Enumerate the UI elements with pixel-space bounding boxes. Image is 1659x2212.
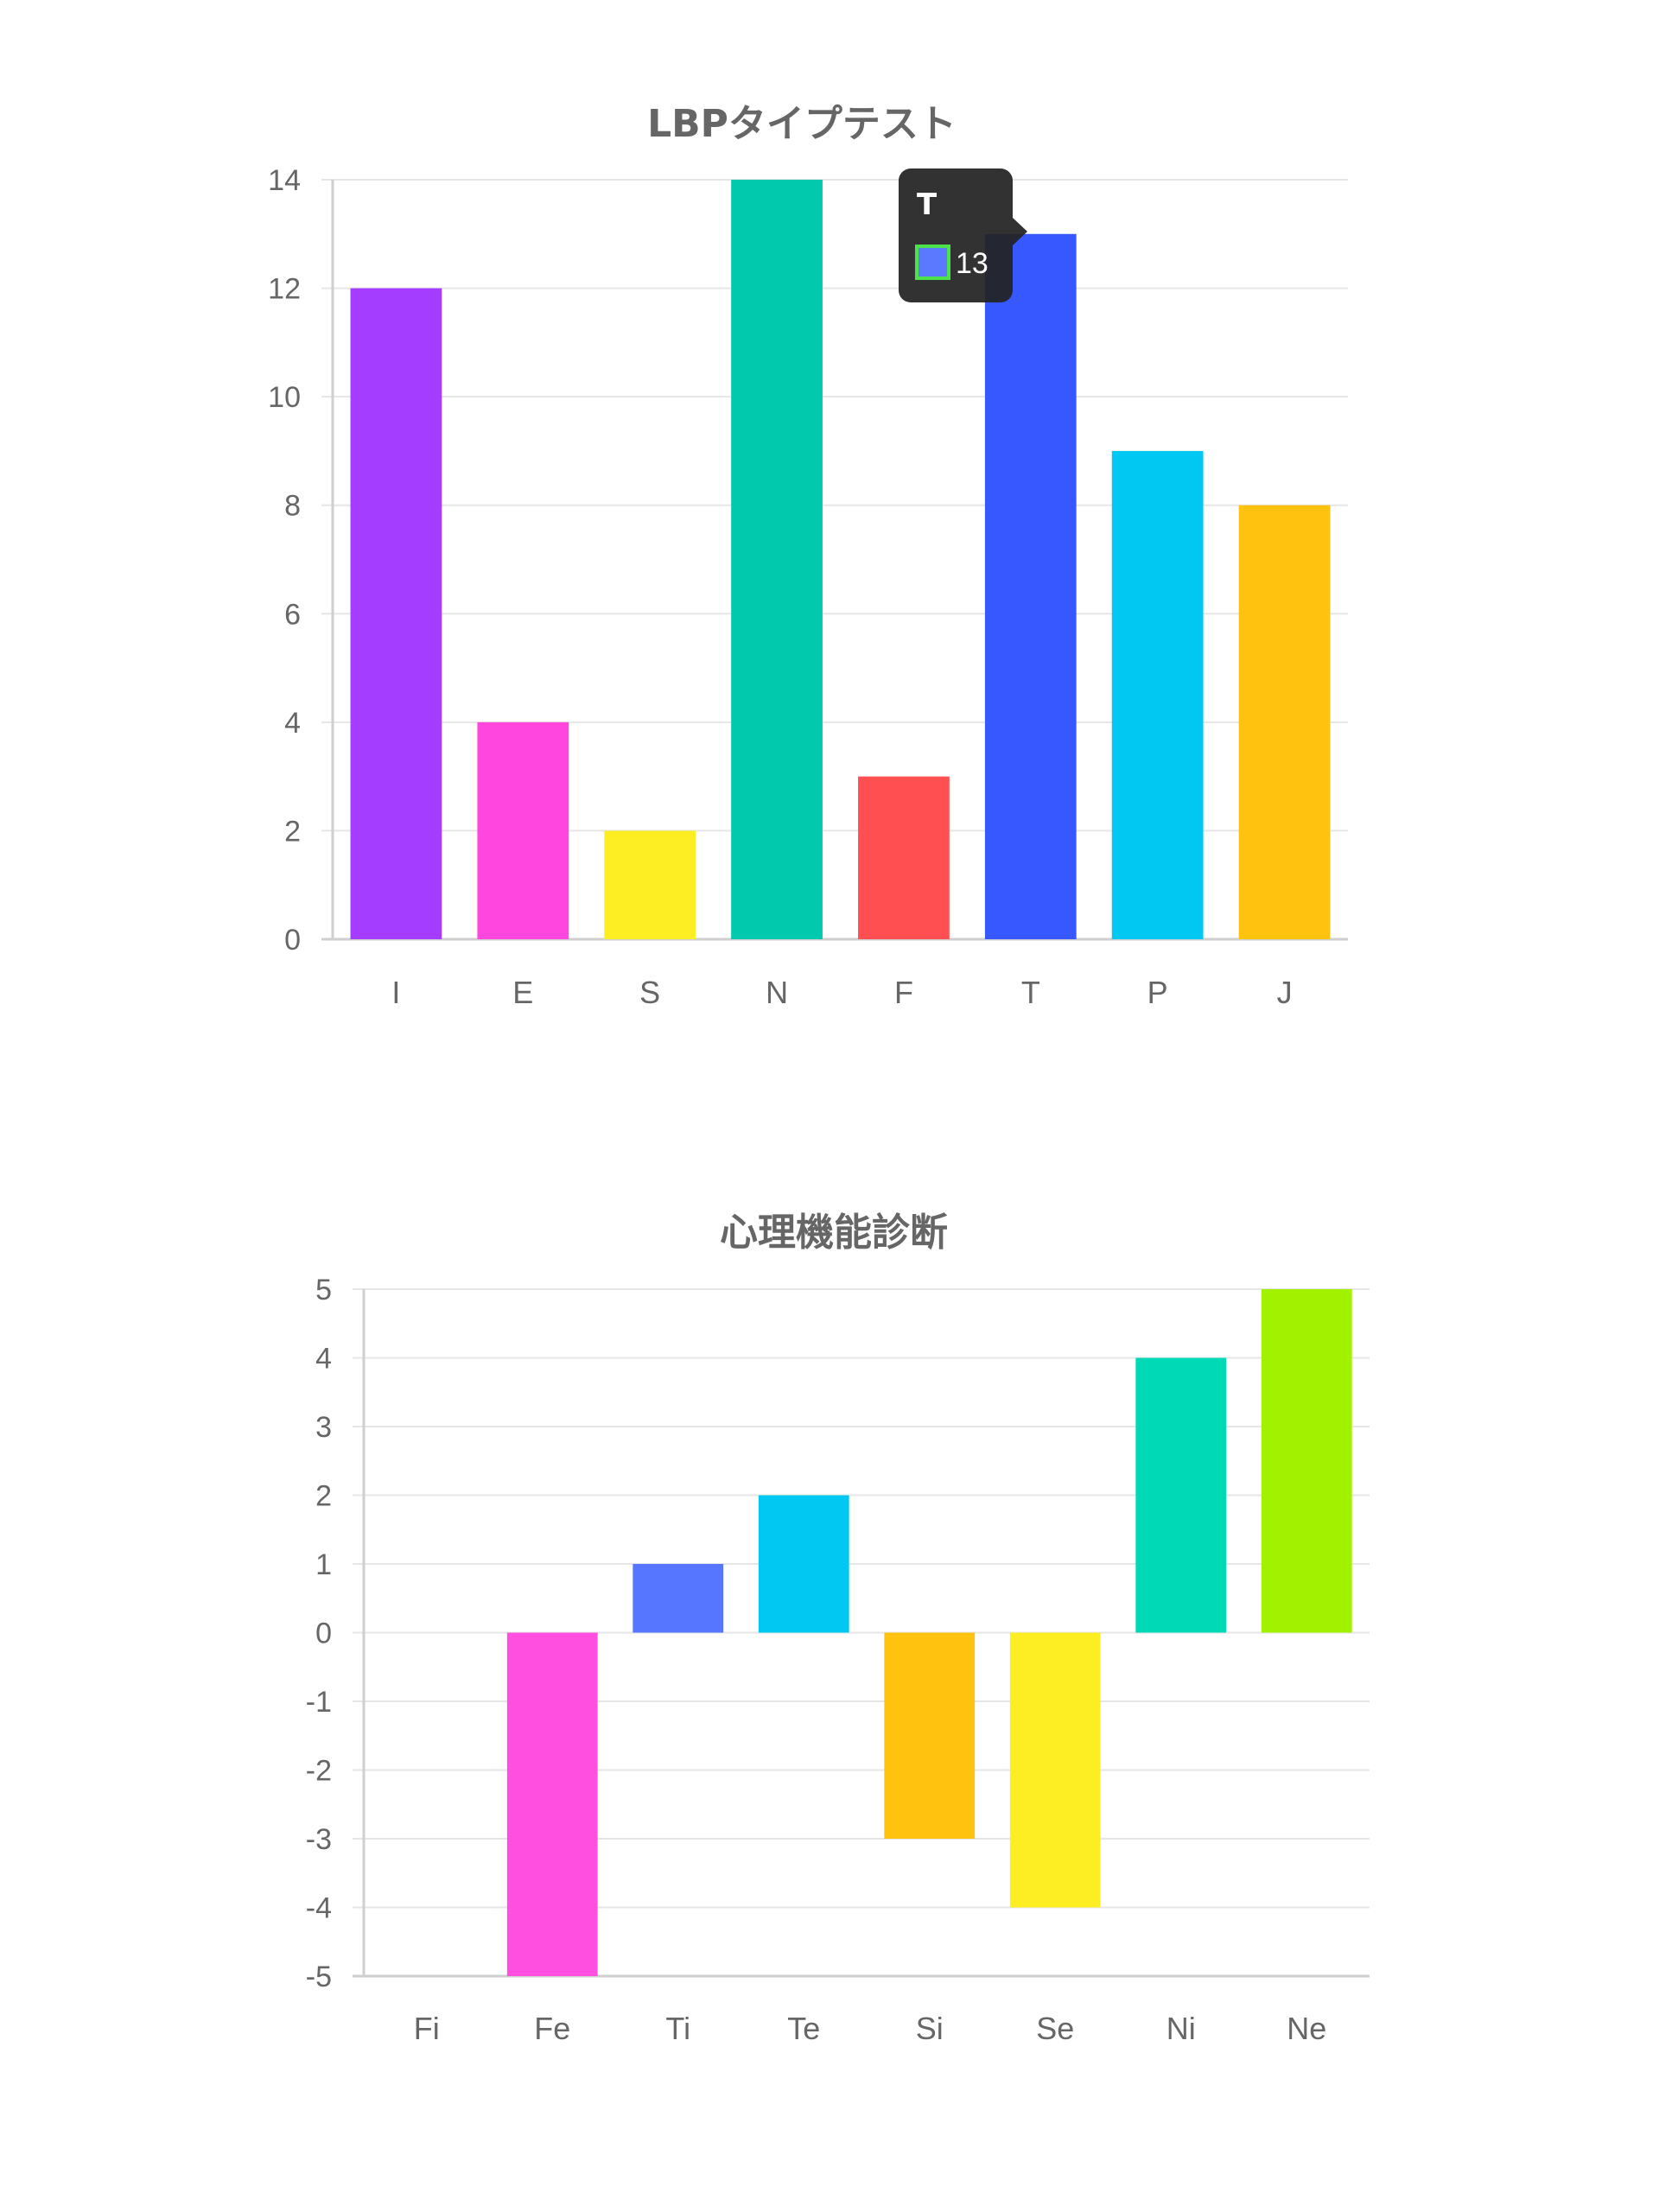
y-tick-label: -2 [306,1755,332,1788]
bar-n[interactable] [731,180,823,939]
y-tick-label: 3 [315,1411,332,1444]
x-tick-label: Fi [414,2011,440,2046]
chart-title: 心理機能診断 [720,1211,948,1255]
tooltip-value: 13 [956,247,988,280]
y-tick-label: 5 [315,1274,332,1306]
bar-fe[interactable] [506,1632,598,1977]
bar-se[interactable] [1009,1632,1101,1908]
bar-s[interactable] [604,830,696,939]
y-tick-label: 10 [268,381,301,414]
y-tick-label: 0 [315,1618,332,1650]
y-tick-label: -1 [306,1686,332,1719]
bar-si[interactable] [884,1632,976,1840]
x-tick-label: E [512,975,533,1010]
bar-j[interactable] [1238,505,1331,939]
y-tick-label: -3 [306,1823,332,1856]
psychological-function-chart: 心理機能診断 5 4 3 2 1 0 -1 -2 -3 -4 -5 Fi Fe Ti Te Si Se Ni Ne [306,1211,1370,2046]
y-tick-label: -4 [306,1892,332,1925]
y-tick-label: 4 [315,1343,332,1376]
bar-ti[interactable] [632,1564,724,1633]
x-tick-label: Te [787,2011,820,2046]
bar-i[interactable] [350,288,442,940]
tooltip-color-swatch [915,245,950,280]
y-tick-label: 6 [284,598,301,631]
lbp-type-chart: LBPタイプテスト 14 12 10 8 6 4 2 0 I E S N F T P J T 13 [268,102,1348,1010]
tooltip-title: T [917,188,938,222]
y-tick-label: 14 [268,164,301,197]
y-tick-label: -5 [306,1961,332,1993]
y-tick-label: 1 [315,1548,332,1581]
y-tick-label: 4 [284,707,301,740]
x-tick-label: Fe [534,2011,570,2046]
x-tick-label: F [894,975,913,1010]
x-tick-label: S [639,975,660,1010]
y-tick-label: 8 [284,490,301,523]
bar-e[interactable] [477,721,569,939]
x-tick-label: Ni [1166,2011,1196,2046]
x-tick-label: Si [916,2011,944,2046]
chart-title: LBPタイプテスト [647,102,957,146]
x-tick-label: Ne [1287,2011,1326,2046]
x-tick-label: P [1147,975,1168,1010]
x-tick-label: T [1021,975,1040,1010]
bar-ni[interactable] [1135,1357,1227,1633]
bar-te[interactable] [758,1495,849,1633]
x-tick-label: Se [1036,2011,1074,2046]
bar-t[interactable] [984,233,1077,939]
y-tick-label: 0 [284,924,301,957]
x-tick-label: N [766,975,788,1010]
y-tick-label: 2 [315,1480,332,1513]
x-tick-label: J [1277,975,1293,1010]
bar-ne[interactable] [1261,1289,1352,1633]
y-tick-label: 2 [284,815,301,848]
x-tick-label: I [391,975,400,1010]
y-tick-label: 12 [268,273,301,306]
tooltip: T 13 [899,168,1027,302]
bar-p[interactable] [1111,450,1204,939]
x-tick-label: Ti [665,2011,690,2046]
bar-f[interactable] [858,776,950,939]
